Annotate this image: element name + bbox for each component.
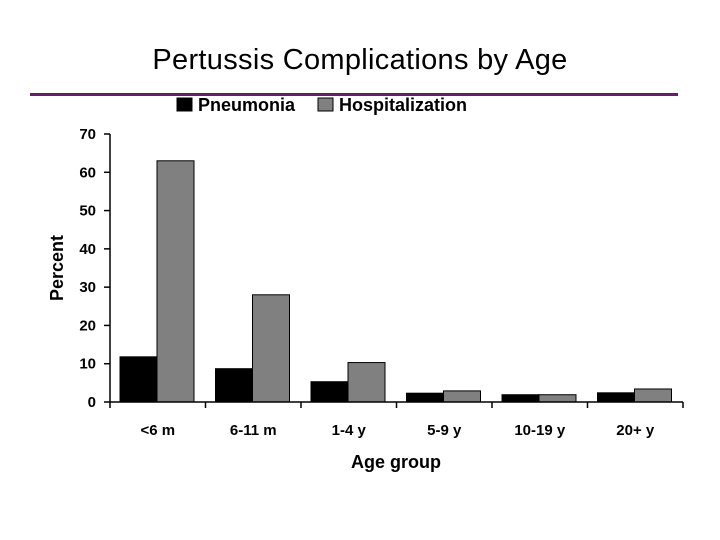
legend-swatch-hospitalization <box>317 97 334 112</box>
bar-pneumonia-0 <box>119 356 158 403</box>
bar-hospitalization-4 <box>538 394 577 403</box>
y-tick-label: 60 <box>79 164 96 181</box>
title-divider <box>30 93 678 96</box>
legend-label-hospitalization: Hospitalization <box>339 95 467 115</box>
bar-pneumonia-4 <box>501 394 540 403</box>
bar-pneumonia-2 <box>310 381 349 403</box>
chart-title: Pertussis Complications by Age <box>152 44 568 76</box>
x-tick-label: <6 m <box>140 422 175 439</box>
bar-hospitalization-1 <box>252 294 290 403</box>
x-tick-label: 5-9 y <box>427 422 462 439</box>
bar-hospitalization-0 <box>156 160 195 403</box>
y-tick-label: 20 <box>79 317 96 334</box>
bar-pneumonia-5 <box>597 392 635 403</box>
x-tick-label: 10-19 y <box>514 422 566 439</box>
y-tick-label: 50 <box>79 203 96 220</box>
x-tick-label: 1-4 y <box>332 422 367 439</box>
y-tick-label: 40 <box>79 241 96 258</box>
x-axis-title: Age group <box>351 452 441 472</box>
bar-hospitalization-2 <box>347 362 386 403</box>
bar-pneumonia-1 <box>215 368 253 403</box>
y-tick-label: 30 <box>79 279 96 296</box>
axes: 0 10 20 30 40 50 60 70 <6 m 6-11 m 1-4 y 5-9 y 10-19… <box>79 126 684 439</box>
legend: Pneumonia Hospitalization <box>176 95 467 115</box>
legend-swatch-pneumonia <box>176 97 193 112</box>
y-axis-title: Percent <box>47 235 67 301</box>
x-tick-label: 20+ y <box>616 422 655 439</box>
y-tick-label: 70 <box>79 126 96 143</box>
y-tick-label: 0 <box>88 394 96 411</box>
bars <box>119 160 672 403</box>
legend-label-pneumonia: Pneumonia <box>198 95 296 115</box>
x-tick-label: 6-11 m <box>230 422 277 439</box>
bar-hospitalization-5 <box>634 388 672 403</box>
bar-hospitalization-3 <box>443 390 481 403</box>
y-tick-label: 10 <box>79 356 96 373</box>
bar-pneumonia-3 <box>406 392 444 403</box>
